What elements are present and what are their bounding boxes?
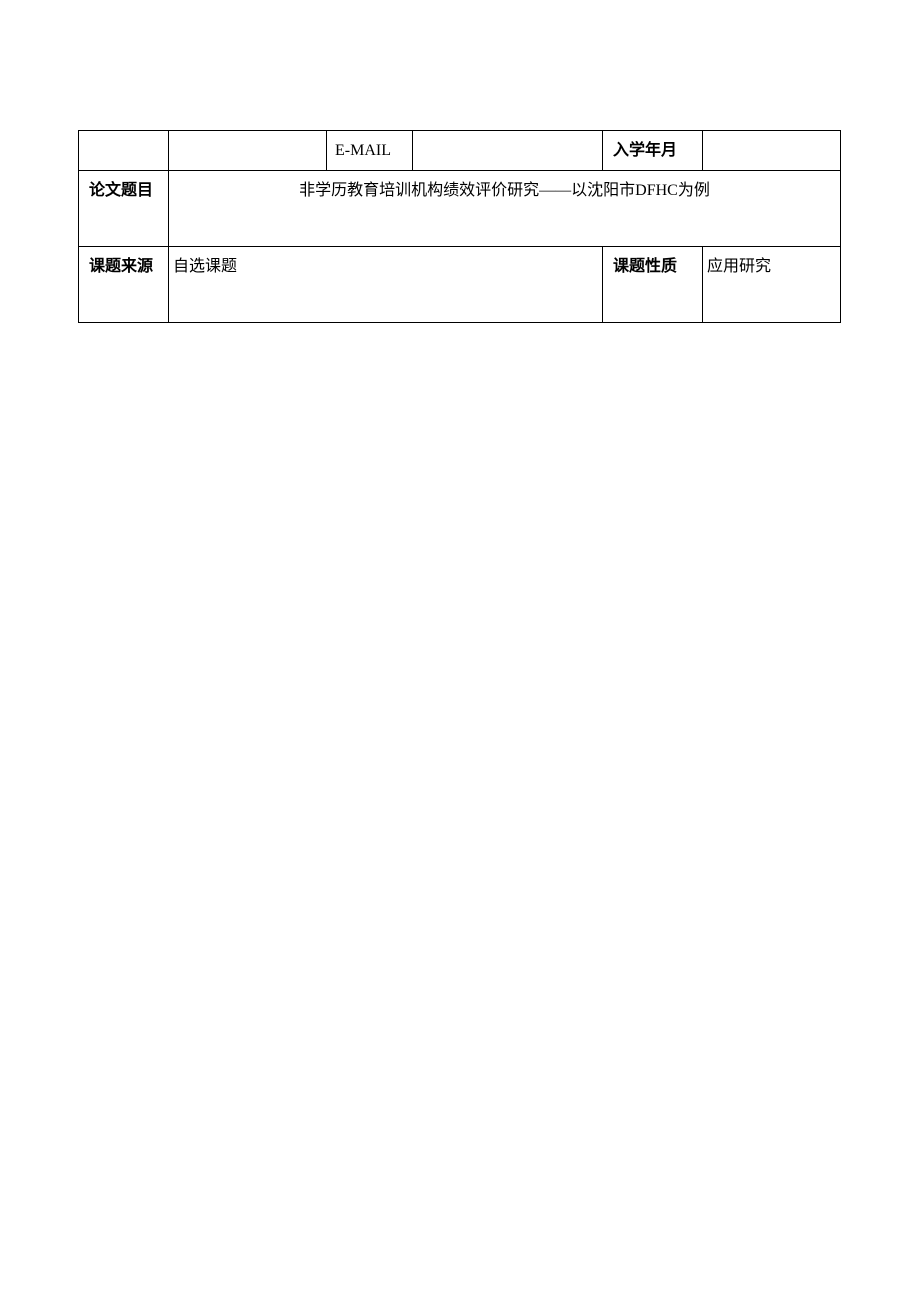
table-row: E-MAIL 入学年月 [79,131,841,171]
topic-nature-label: 课题性质 [603,246,703,322]
empty-cell [79,131,169,171]
table-row: 课题来源 自选课题 课题性质 应用研究 [79,246,841,322]
admission-date-label: 入学年月 [603,131,703,171]
email-value-cell [413,131,603,171]
form-table-container: E-MAIL 入学年月 论文题目 非学历教育培训机构绩效评价研究——以沈阳市DF… [78,130,840,323]
thesis-title-label: 论文题目 [79,170,169,246]
table-row: 论文题目 非学历教育培训机构绩效评价研究——以沈阳市DFHC为例 [79,170,841,246]
topic-nature-value: 应用研究 [703,246,841,322]
topic-source-value: 自选课题 [169,246,603,322]
email-label: E-MAIL [327,131,413,171]
empty-cell [169,131,327,171]
form-table: E-MAIL 入学年月 论文题目 非学历教育培训机构绩效评价研究——以沈阳市DF… [78,130,841,323]
topic-source-label: 课题来源 [79,246,169,322]
admission-date-value-cell [703,131,841,171]
thesis-title-value: 非学历教育培训机构绩效评价研究——以沈阳市DFHC为例 [169,170,841,246]
